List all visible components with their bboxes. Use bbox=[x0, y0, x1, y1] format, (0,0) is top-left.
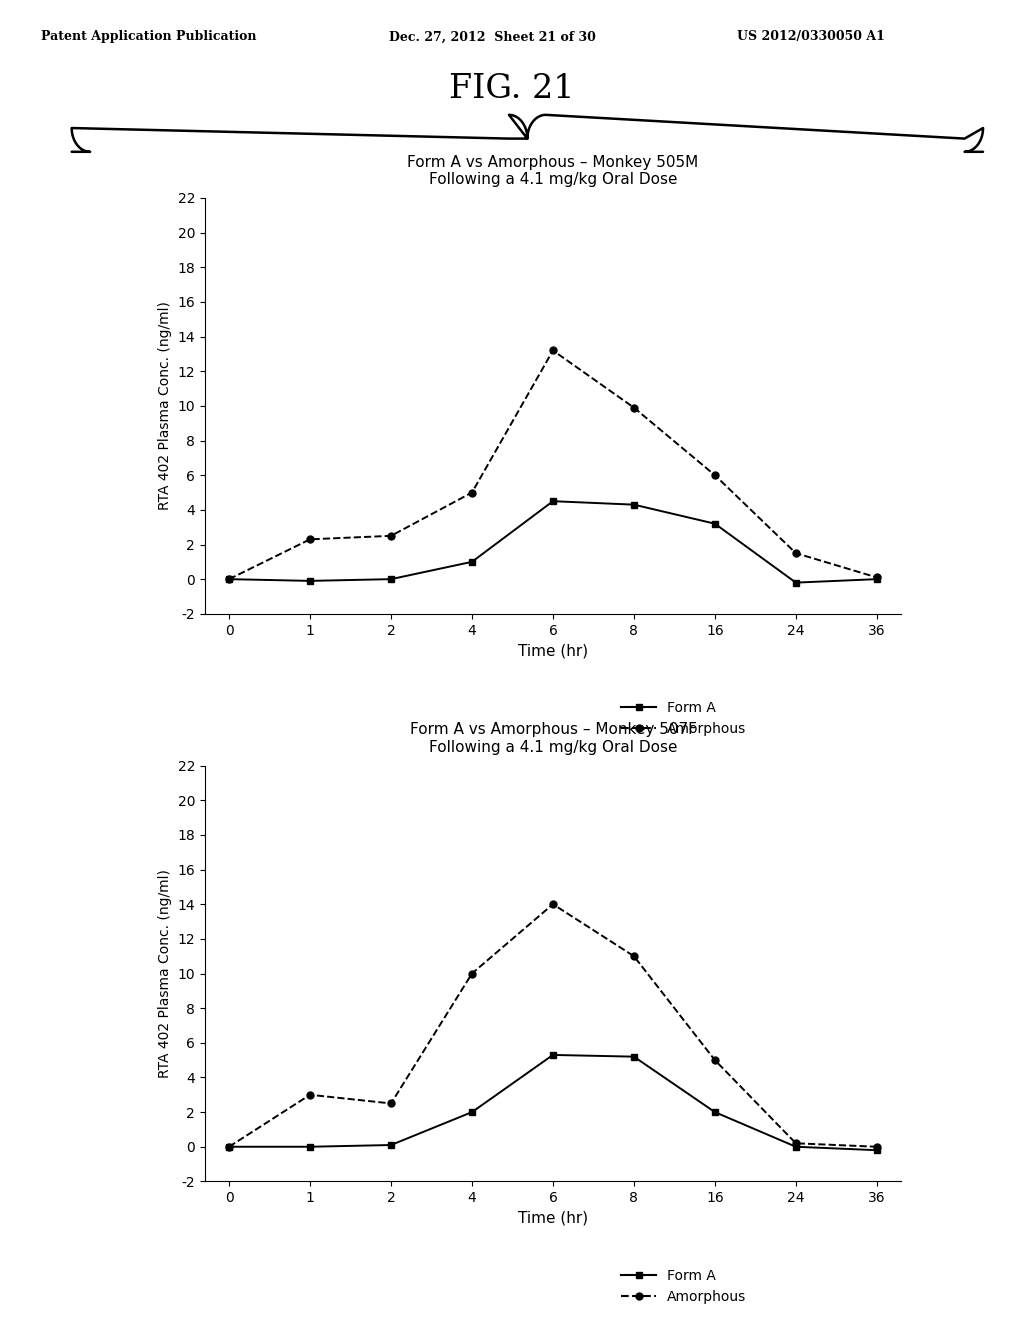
X-axis label: Time (hr): Time (hr) bbox=[518, 1210, 588, 1226]
Y-axis label: RTA 402 Plasma Conc. (ng/ml): RTA 402 Plasma Conc. (ng/ml) bbox=[158, 869, 172, 1078]
Text: Patent Application Publication: Patent Application Publication bbox=[41, 30, 256, 44]
Title: Form A vs Amorphous – Monkey 507F
Following a 4.1 mg/kg Oral Dose: Form A vs Amorphous – Monkey 507F Follow… bbox=[410, 722, 696, 755]
Title: Form A vs Amorphous – Monkey 505M
Following a 4.1 mg/kg Oral Dose: Form A vs Amorphous – Monkey 505M Follow… bbox=[408, 154, 698, 187]
Text: US 2012/0330050 A1: US 2012/0330050 A1 bbox=[737, 30, 885, 44]
X-axis label: Time (hr): Time (hr) bbox=[518, 643, 588, 659]
Legend: Form A, Amorphous: Form A, Amorphous bbox=[615, 1263, 752, 1309]
Legend: Form A, Amorphous: Form A, Amorphous bbox=[615, 696, 752, 742]
Text: FIG. 21: FIG. 21 bbox=[450, 73, 574, 104]
Y-axis label: RTA 402 Plasma Conc. (ng/ml): RTA 402 Plasma Conc. (ng/ml) bbox=[158, 301, 172, 511]
Text: Dec. 27, 2012  Sheet 21 of 30: Dec. 27, 2012 Sheet 21 of 30 bbox=[389, 30, 596, 44]
